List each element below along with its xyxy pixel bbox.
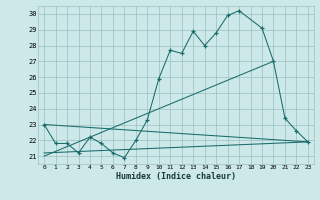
X-axis label: Humidex (Indice chaleur): Humidex (Indice chaleur) — [116, 172, 236, 181]
